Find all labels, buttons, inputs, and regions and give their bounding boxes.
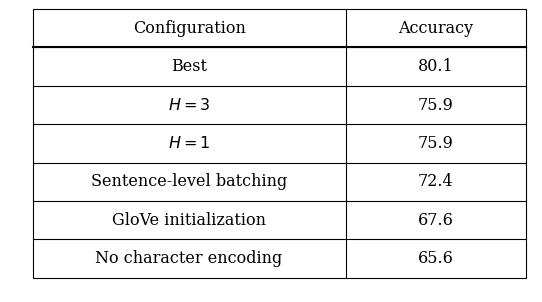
Text: 80.1: 80.1 bbox=[418, 58, 454, 75]
Text: Best: Best bbox=[171, 58, 207, 75]
Text: 72.4: 72.4 bbox=[418, 173, 454, 190]
Text: No character encoding: No character encoding bbox=[95, 250, 283, 267]
Text: 75.9: 75.9 bbox=[418, 97, 454, 114]
Text: 75.9: 75.9 bbox=[418, 135, 454, 152]
Text: $H = 1$: $H = 1$ bbox=[168, 135, 210, 152]
Text: Sentence-level batching: Sentence-level batching bbox=[91, 173, 287, 190]
Text: 65.6: 65.6 bbox=[418, 250, 454, 267]
Bar bbox=[33, 9, 526, 278]
Text: Accuracy: Accuracy bbox=[398, 20, 473, 37]
Text: GloVe initialization: GloVe initialization bbox=[112, 212, 266, 229]
Text: 67.6: 67.6 bbox=[418, 212, 454, 229]
Text: $H = 3$: $H = 3$ bbox=[168, 97, 210, 114]
Text: Configuration: Configuration bbox=[133, 20, 246, 37]
